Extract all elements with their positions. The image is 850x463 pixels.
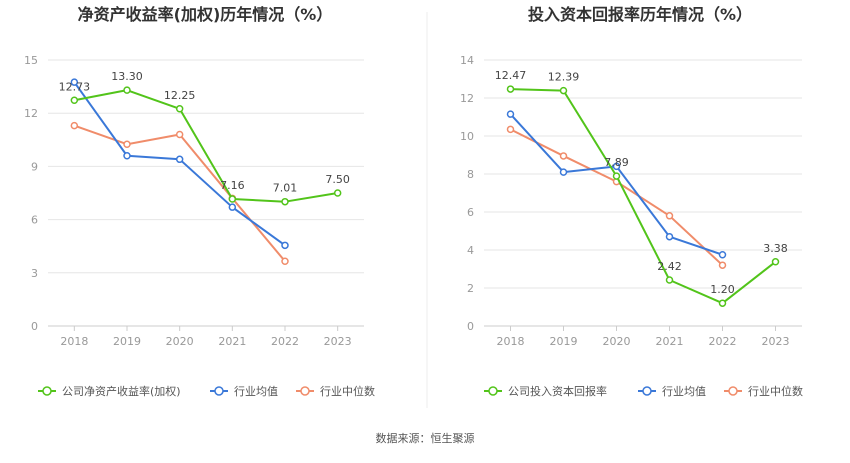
legend-label: 公司投入资本回报率 xyxy=(508,384,607,398)
legend-label: 行业均值 xyxy=(234,385,278,398)
data-point xyxy=(718,261,727,269)
y-tick-label: 9 xyxy=(31,160,38,173)
data-point xyxy=(228,195,237,203)
y-tick-label: 14 xyxy=(460,54,474,67)
data-point xyxy=(718,299,727,307)
data-point xyxy=(123,152,131,160)
data-label: 12.47 xyxy=(495,69,527,82)
y-tick-label: 2 xyxy=(467,282,474,295)
data-point xyxy=(665,232,674,241)
x-tick-label: 2023 xyxy=(762,335,790,348)
data-label: 3.38 xyxy=(763,242,788,255)
data-point xyxy=(175,105,184,113)
data-point xyxy=(175,155,184,164)
data-point xyxy=(771,258,780,266)
y-tick-label: 10 xyxy=(460,130,474,143)
legend-label: 行业均值 xyxy=(662,385,706,398)
chart-title: 净资产收益率(加权)历年情况（%） xyxy=(78,5,333,24)
data-label: 1.20 xyxy=(710,283,735,296)
data-point xyxy=(718,251,727,259)
x-tick-label: 2022 xyxy=(271,335,299,348)
y-tick-label: 0 xyxy=(467,320,474,333)
legend-marker xyxy=(214,386,224,396)
legend-marker xyxy=(300,386,310,396)
data-point xyxy=(123,86,131,94)
data-label: 7.01 xyxy=(273,182,298,195)
data-point xyxy=(665,276,674,284)
data-point xyxy=(281,241,289,250)
chart-title: 投入资本回报率历年情况（%） xyxy=(528,5,752,24)
data-point xyxy=(123,140,131,148)
data-point xyxy=(612,162,621,171)
data-point xyxy=(281,257,289,266)
roe-chart: 净资产收益率(加权)历年情况（%） 0 3 6 9 12 15 2018 2019 2020 202… xyxy=(24,5,375,398)
series-line xyxy=(510,88,777,305)
data-label: 7.89 xyxy=(604,156,629,169)
x-tick-label: 2021 xyxy=(656,335,684,348)
x-tick-label: 2021 xyxy=(218,335,246,348)
data-point xyxy=(506,125,515,134)
y-tick-label: 12 xyxy=(460,92,474,105)
series-line xyxy=(74,124,286,262)
data-point xyxy=(559,168,568,176)
data-point xyxy=(70,96,79,105)
data-label: 7.50 xyxy=(325,173,350,186)
data-label: 12.73 xyxy=(59,80,91,93)
data-label: 12.25 xyxy=(164,89,196,102)
data-point xyxy=(228,203,237,211)
x-tick-label: 2020 xyxy=(166,335,194,348)
data-point xyxy=(281,197,289,206)
data-label: 13.30 xyxy=(111,70,143,83)
data-label: 7.16 xyxy=(220,179,245,192)
data-point xyxy=(175,130,184,139)
data-label: 2.42 xyxy=(657,260,682,273)
source-note: 数据来源：恒生聚源 xyxy=(376,431,475,445)
data-point xyxy=(559,86,568,95)
data-point xyxy=(559,152,568,160)
data-point xyxy=(506,85,515,93)
x-tick-label: 2023 xyxy=(324,335,352,348)
x-tick-label: 2018 xyxy=(60,335,88,348)
data-point xyxy=(70,78,79,86)
y-tick-label: 12 xyxy=(24,107,38,120)
y-tick-label: 15 xyxy=(24,54,38,67)
legend-label: 行业中位数 xyxy=(320,384,375,398)
x-tick-label: 2019 xyxy=(113,335,141,348)
legend-marker xyxy=(728,386,738,396)
legend-marker xyxy=(488,386,498,396)
series-line xyxy=(74,89,338,203)
data-label: 12.39 xyxy=(548,71,580,84)
y-tick-label: 0 xyxy=(31,320,38,333)
data-point xyxy=(665,212,674,220)
data-point xyxy=(506,110,515,118)
data-point xyxy=(70,121,79,130)
y-tick-label: 8 xyxy=(467,168,474,181)
roic-chart: 投入资本回报率历年情况（%） 0 2 4 6 8 10 12 14 2018 2019 2020 202… xyxy=(460,5,803,398)
data-point xyxy=(333,189,342,197)
data-point xyxy=(612,172,621,180)
legend-marker xyxy=(642,386,652,396)
y-tick-label: 4 xyxy=(467,244,474,257)
legend-label: 行业中位数 xyxy=(748,384,803,398)
legend-marker xyxy=(42,386,52,396)
legend-label: 公司净资产收益率(加权) xyxy=(62,384,181,398)
x-tick-label: 2020 xyxy=(603,335,631,348)
y-tick-label: 6 xyxy=(31,214,38,227)
x-tick-label: 2019 xyxy=(550,335,578,348)
y-tick-label: 6 xyxy=(467,206,474,219)
x-tick-label: 2018 xyxy=(497,335,525,348)
y-tick-label: 3 xyxy=(31,267,38,280)
x-tick-label: 2022 xyxy=(709,335,737,348)
